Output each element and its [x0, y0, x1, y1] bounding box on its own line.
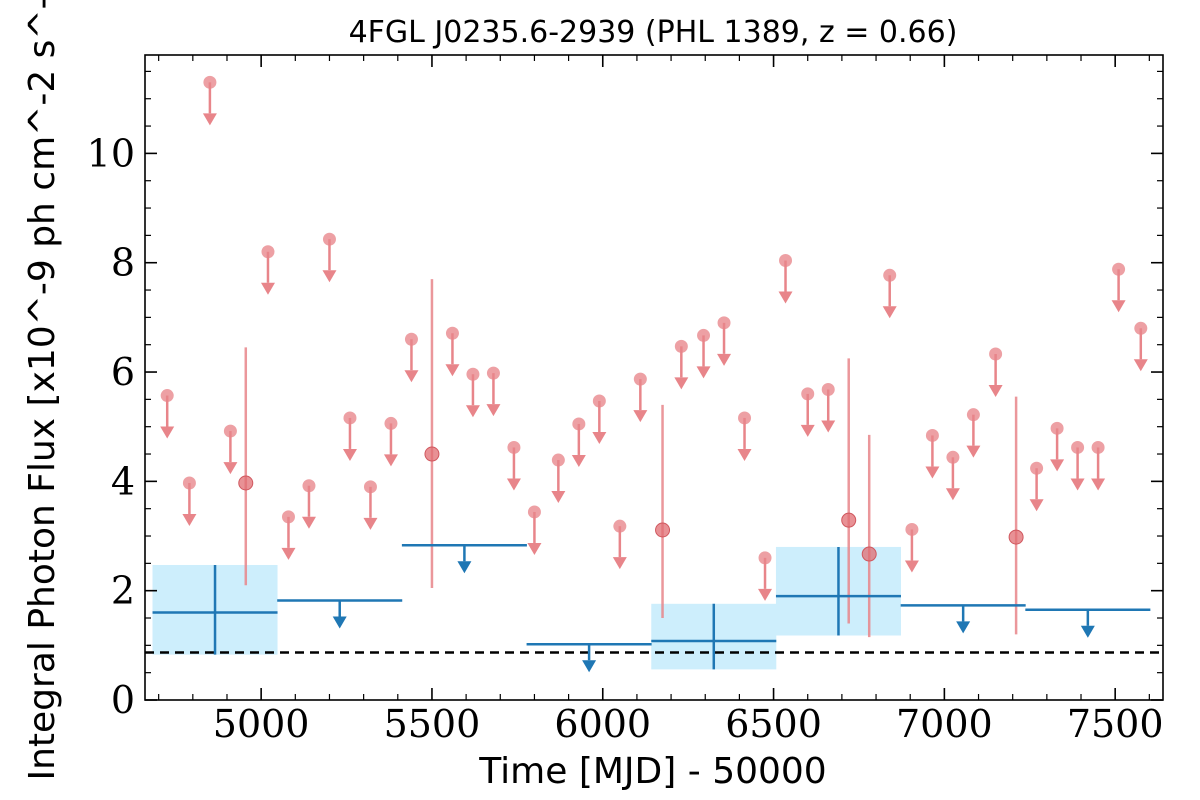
short-bin-upper-limit-arrow-head: [717, 353, 732, 366]
short-bin-upper-limit-arrow-head: [445, 364, 460, 377]
y-tick-label: 6: [111, 350, 135, 394]
short-bin-upper-limit-arrow-head: [342, 448, 357, 461]
short-bin-upper-limit-arrow-head: [758, 588, 773, 601]
axis-ticks: 5000 5500 6000 6500 7000 7500 0 2 4 6 8 10: [87, 55, 1164, 746]
chart-title: 4FGL J0235.6-2939 (PHL 1389, z = 0.66): [349, 15, 958, 50]
y-tick-label: 0: [111, 678, 135, 722]
long-bin-upper-limit-arrow-head: [1080, 625, 1095, 638]
short-bin-upper-limit-arrow-head: [160, 426, 175, 439]
short-bin-upper-limit-arrow-head: [1050, 459, 1065, 472]
y-tick-label: 8: [111, 241, 135, 285]
short-bin-upper-limit-arrow-head: [633, 410, 648, 423]
short-bin-upper-limit-arrow-head: [925, 466, 940, 479]
short-bin-upper-limit-arrow-head: [281, 547, 296, 560]
long-bin-upper-limit-arrow-head: [582, 660, 597, 673]
y-tick-label: 10: [87, 131, 135, 175]
short-bin-upper-limit-marker: [527, 505, 541, 519]
short-bin-upper-limit-arrow-head: [696, 366, 711, 379]
short-bin-detection-marker: [238, 475, 254, 491]
y-tick-label: 2: [111, 569, 135, 613]
short-bin-upper-limit-arrow-head: [737, 448, 752, 461]
short-bin-upper-limit-arrow-head: [404, 370, 419, 383]
long-bin-upper-limit-arrow-head: [956, 621, 971, 634]
short-bin-detection-marker: [655, 522, 671, 538]
short-bin-upper-limit-arrow-head: [612, 557, 627, 570]
short-bin-upper-limit-arrow-head: [383, 454, 398, 467]
short-bin-detection-marker: [841, 512, 857, 528]
y-tick-label: 4: [111, 459, 135, 503]
x-tick-label: 5500: [384, 702, 481, 746]
y-axis-label: Integral Photon Flux [x10^-9 ph cm^-2 s^…: [22, 0, 63, 781]
short-bin-upper-limit-arrow-head: [486, 404, 501, 417]
x-tick-label: 6500: [725, 702, 822, 746]
short-bin-detection-marker: [861, 546, 877, 562]
short-bin-upper-limit-arrow-head: [674, 377, 689, 390]
short-bin-upper-limit-arrow-head: [182, 513, 197, 526]
short-bin-upper-limit-arrow-head: [465, 405, 480, 418]
short-bin-upper-limit-arrow-head: [571, 454, 586, 467]
short-bin-upper-limit-arrow-head: [202, 113, 217, 126]
x-tick-label: 6000: [554, 702, 651, 746]
short-bin-upper-limit-arrow-head: [301, 516, 316, 529]
short-bin-upper-limit-arrow-head: [821, 420, 836, 433]
short-bin-upper-limit-arrow-head: [551, 491, 566, 504]
short-bin-upper-limit-arrow-head: [966, 445, 981, 458]
short-bin-upper-limit-arrow-head: [1070, 478, 1085, 491]
short-bin-upper-limit-arrow-head: [223, 462, 238, 475]
short-bin-upper-limit-arrow-head: [260, 282, 275, 295]
long-bin-upper-limit-arrow-head: [457, 561, 472, 574]
short-bin-upper-limit-arrow-head: [778, 291, 793, 304]
x-tick-label: 7500: [1067, 702, 1164, 746]
short-bin-detection-marker: [1008, 529, 1024, 545]
short-bin-upper-limit-arrow-head: [1133, 359, 1148, 372]
short-bin-upper-limit-arrow-head: [1111, 300, 1126, 313]
short-bin-upper-limit-arrow-head: [882, 306, 897, 319]
x-axis-label: Time [MJD] - 50000: [478, 751, 826, 792]
long-bin-upper-limit-arrow-head: [332, 616, 347, 629]
short-bin-upper-limit-arrow-head: [904, 560, 919, 573]
short-bin-upper-limit-arrow-head: [800, 424, 815, 437]
x-tick-label: 7000: [896, 702, 993, 746]
short-bin-upper-limit-arrow-head: [363, 517, 378, 530]
plot-frame: [144, 54, 1164, 701]
short-bin-upper-limit-arrow-head: [322, 270, 337, 283]
short-bin-upper-limit-arrow-head: [1029, 499, 1044, 512]
short-bin-upper-limit-arrow-head: [592, 432, 607, 445]
short-bin-upper-limit-arrow-head: [506, 478, 521, 491]
short-bin-upper-limit-arrow-head: [527, 542, 542, 555]
short-bin-upper-limit-arrow-head: [1091, 478, 1106, 491]
short-bin-detection-marker: [424, 446, 440, 462]
short-bin-upper-limit-arrow-head: [988, 384, 1003, 397]
plot-area: [145, 75, 1163, 673]
short-bin-upper-limit-arrow-head: [945, 488, 960, 501]
x-tick-label: 5000: [213, 702, 310, 746]
